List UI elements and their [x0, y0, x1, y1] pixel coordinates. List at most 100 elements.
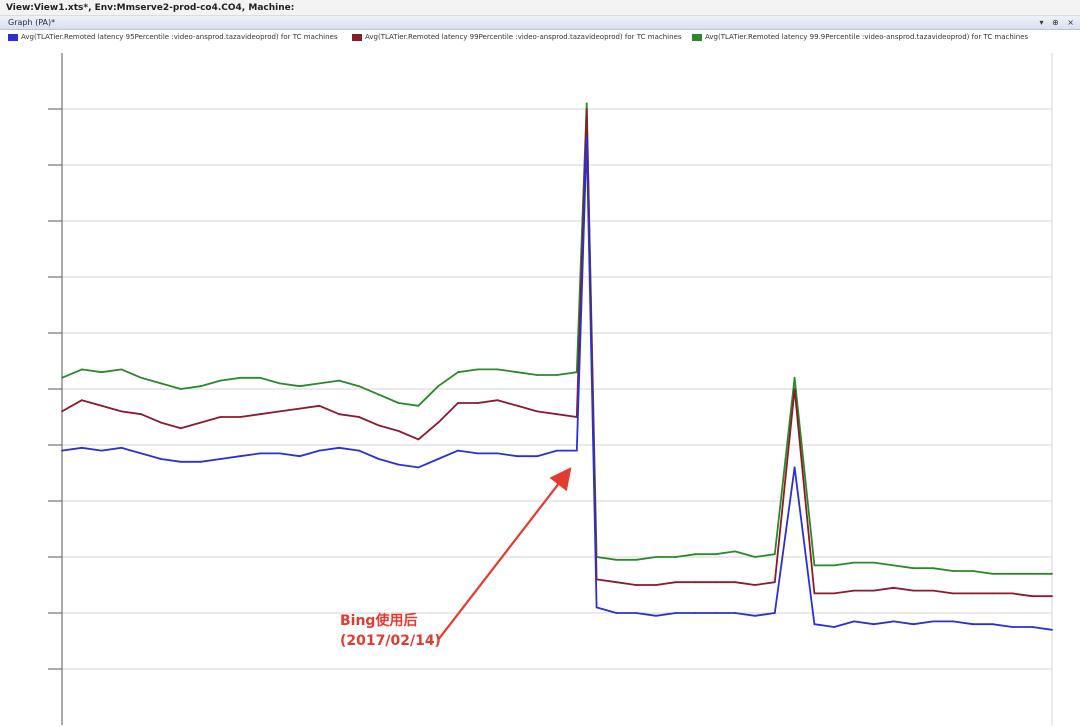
data-point	[952, 592, 954, 595]
data-point	[179, 427, 182, 430]
data-point	[516, 455, 519, 458]
data-point	[932, 620, 935, 623]
data-point	[615, 558, 618, 561]
data-point	[61, 449, 63, 452]
chart-axes	[48, 53, 63, 725]
legend-swatch-p999	[692, 33, 702, 41]
data-point	[278, 382, 281, 385]
data-point	[536, 410, 539, 413]
data-point	[773, 553, 776, 556]
legend-label-p999: Avg(TLATier.Remoted latency 99.9Percenti…	[705, 33, 1029, 41]
data-point	[318, 449, 321, 452]
data-point	[298, 455, 301, 458]
data-point	[160, 458, 162, 460]
data-point	[1011, 572, 1014, 575]
series-line-2	[61, 102, 1052, 575]
data-point	[457, 402, 459, 404]
data-point	[417, 404, 420, 407]
window-title: View:View1.xts*, Env:Mmserve2-prod-co4.C…	[0, 0, 1080, 16]
data-point	[239, 455, 242, 458]
data-point	[1051, 595, 1053, 598]
latency-chart: Bing使用后 (2017/02/14)	[48, 53, 1053, 725]
data-point	[833, 592, 836, 595]
data-point	[377, 458, 380, 460]
data-point	[417, 438, 420, 441]
data-point	[912, 589, 915, 592]
graph-panel-header[interactable]: Graph (PA)* ▾ ⊕ ×	[0, 16, 1080, 30]
data-point	[80, 399, 83, 402]
data-point	[773, 581, 776, 584]
data-point	[754, 584, 756, 586]
data-point	[595, 606, 598, 609]
data-point	[734, 550, 737, 553]
legend-item-p999[interactable]: Avg(TLATier.Remoted latency 99.9Percenti…	[692, 33, 1028, 41]
data-point	[160, 421, 162, 424]
data-point	[298, 407, 301, 410]
data-point	[556, 374, 558, 376]
data-point	[496, 399, 499, 402]
data-point	[635, 612, 638, 614]
data-point	[496, 452, 499, 455]
data-point	[714, 612, 717, 614]
data-point	[932, 589, 935, 592]
legend-swatch-p99	[352, 33, 362, 41]
data-point	[615, 612, 618, 614]
data-point	[536, 374, 539, 376]
data-point	[476, 402, 479, 404]
data-point	[1011, 626, 1014, 628]
series-lines	[61, 102, 1053, 631]
data-point	[239, 416, 242, 418]
data-point	[734, 581, 737, 584]
data-point	[991, 572, 994, 575]
data-point	[338, 379, 341, 382]
data-point	[655, 614, 657, 617]
series-line-0	[61, 136, 1053, 631]
data-point	[872, 589, 875, 592]
data-point	[437, 421, 440, 424]
data-point	[872, 561, 875, 564]
data-point	[496, 368, 499, 371]
chart-legend: Avg(TLATier.Remoted latency 95Percentile…	[0, 31, 1080, 45]
data-point	[1011, 592, 1014, 595]
data-point	[971, 592, 974, 595]
data-point	[140, 413, 143, 416]
data-point	[219, 379, 222, 382]
data-point	[437, 458, 440, 460]
data-point	[833, 626, 836, 628]
data-point	[575, 371, 578, 374]
data-point	[912, 567, 915, 570]
data-point	[358, 385, 360, 388]
data-point	[120, 446, 123, 449]
data-point	[714, 581, 717, 584]
data-point	[120, 410, 123, 413]
data-point	[754, 556, 756, 558]
data-point	[100, 449, 103, 452]
data-point	[516, 404, 519, 407]
data-point	[160, 382, 162, 385]
data-point	[674, 581, 677, 584]
panel-close-icon[interactable]: ×	[1067, 18, 1074, 27]
data-point	[120, 368, 123, 371]
data-point	[1051, 572, 1053, 575]
panel-menu-icon[interactable]: ▾	[1039, 18, 1044, 27]
data-point	[318, 404, 321, 407]
data-point	[813, 592, 816, 595]
panel-pin-icon[interactable]: ⊕	[1052, 18, 1059, 27]
data-point	[734, 612, 737, 614]
data-point	[80, 368, 83, 371]
data-point	[318, 382, 321, 385]
legend-item-p95[interactable]: Avg(TLATier.Remoted latency 95Percentile…	[8, 33, 337, 41]
data-point	[278, 452, 281, 455]
data-point	[714, 553, 717, 556]
legend-item-p99[interactable]: Avg(TLATier.Remoted latency 99Percentile…	[352, 33, 681, 41]
data-point	[1051, 628, 1053, 631]
grid-lines	[62, 53, 1053, 725]
data-point	[397, 430, 400, 432]
data-point	[813, 564, 816, 567]
data-point	[674, 556, 677, 558]
data-point	[140, 376, 143, 379]
panel-title: Graph (PA)*	[8, 18, 56, 27]
data-point	[932, 567, 935, 570]
data-point	[338, 413, 341, 416]
data-point	[179, 460, 182, 463]
